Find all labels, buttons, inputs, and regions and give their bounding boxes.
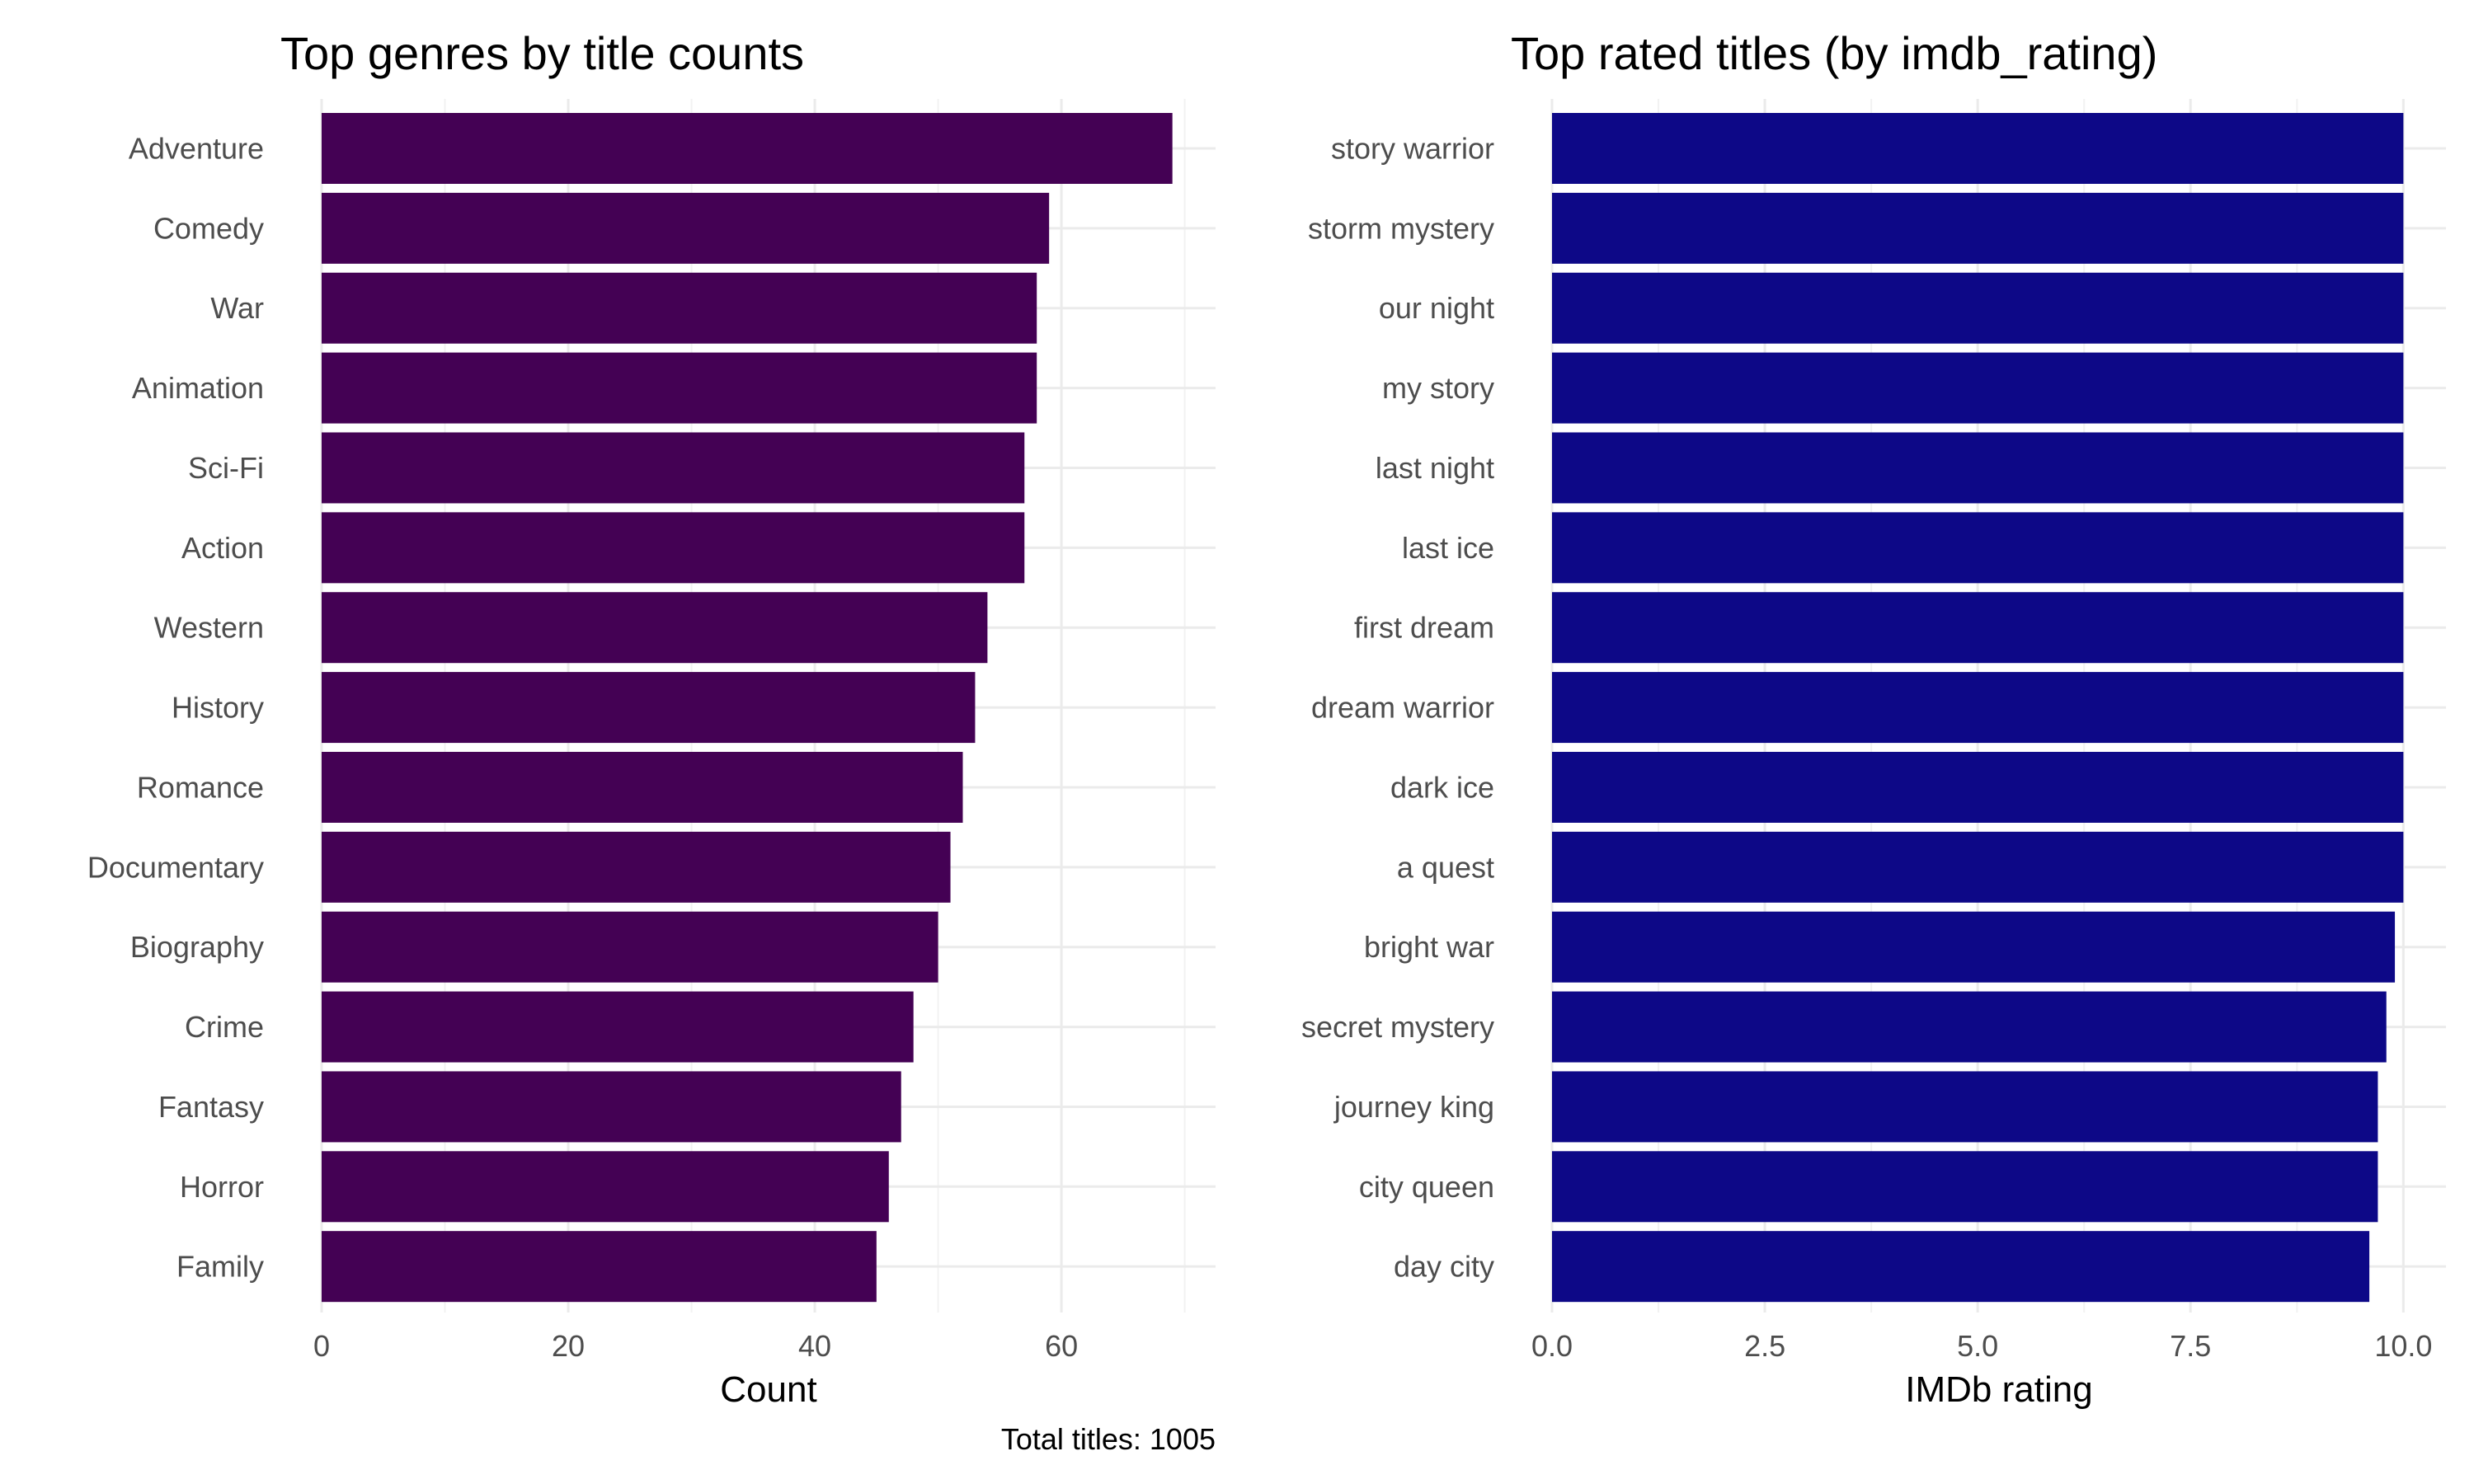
bar[interactable] xyxy=(1552,672,2404,744)
x-tick-label: 10.0 xyxy=(2374,1329,2432,1363)
bar[interactable] xyxy=(322,512,1025,584)
bar[interactable] xyxy=(1552,592,2404,664)
category-label: Sci-Fi xyxy=(188,451,264,485)
bar[interactable] xyxy=(322,1071,901,1143)
x-tick-label: 0 xyxy=(313,1329,330,1363)
x-tick-label: 7.5 xyxy=(2170,1329,2211,1363)
x-tick-label: 5.0 xyxy=(1957,1329,1998,1363)
category-label: last ice xyxy=(1402,531,1494,565)
bar[interactable] xyxy=(322,831,951,903)
category-label: dark ice xyxy=(1390,770,1494,804)
bar[interactable] xyxy=(322,672,976,744)
category-label: Western xyxy=(154,611,264,645)
x-tick-label: 60 xyxy=(1045,1329,1078,1363)
category-label: History xyxy=(172,691,264,725)
category-label: day city xyxy=(1394,1250,1494,1284)
category-label: bright war xyxy=(1364,930,1494,964)
category-label: Action xyxy=(181,531,264,565)
category-label: Comedy xyxy=(153,211,264,245)
bar[interactable] xyxy=(322,432,1025,504)
category-label: last night xyxy=(1376,451,1494,485)
bar[interactable] xyxy=(1552,113,2404,184)
bar[interactable] xyxy=(322,1151,889,1223)
bar[interactable] xyxy=(1552,1231,2370,1303)
bar[interactable] xyxy=(1552,1071,2378,1143)
bar[interactable] xyxy=(322,352,1037,424)
bar[interactable] xyxy=(322,192,1050,264)
bar[interactable] xyxy=(322,751,963,823)
bar[interactable] xyxy=(1552,831,2404,903)
chart-panel-genres: Adventure Comedy War Animation Sci-Fi Action W… xyxy=(87,27,1216,1456)
bar[interactable] xyxy=(322,991,914,1063)
category-label: Crime xyxy=(185,1010,264,1044)
bar[interactable] xyxy=(322,1231,877,1303)
category-label: dream warrior xyxy=(1311,691,1494,725)
bar[interactable] xyxy=(1552,911,2396,983)
category-label: my story xyxy=(1382,371,1494,405)
chart-panel-ratings: story warrior storm mystery our night my st… xyxy=(1301,27,2446,1410)
category-label: storm mystery xyxy=(1308,211,1494,245)
bar[interactable] xyxy=(1552,512,2404,584)
category-label: journey king xyxy=(1333,1090,1494,1124)
category-label: secret mystery xyxy=(1301,1010,1494,1044)
category-label: Romance xyxy=(137,770,264,804)
category-label: Adventure xyxy=(129,132,264,166)
category-label: first dream xyxy=(1354,611,1494,645)
bar[interactable] xyxy=(322,113,1173,184)
category-label: Biography xyxy=(130,930,264,964)
category-label: Documentary xyxy=(87,850,264,884)
chart-title: Top rated titles (by imdb_rating) xyxy=(1511,27,2157,79)
category-label: our night xyxy=(1379,291,1494,325)
bar[interactable] xyxy=(322,272,1037,344)
category-label: War xyxy=(210,291,264,325)
category-label: Animation xyxy=(132,371,264,405)
x-axis-title: IMDb rating xyxy=(1905,1369,2092,1410)
chart-title: Top genres by title counts xyxy=(280,27,804,79)
category-label: a quest xyxy=(1397,850,1494,884)
chart-caption: Total titles: 1005 xyxy=(1001,1422,1216,1456)
bar[interactable] xyxy=(322,911,938,983)
x-tick-label: 0.0 xyxy=(1531,1329,1573,1363)
bar[interactable] xyxy=(1552,751,2404,823)
bar[interactable] xyxy=(1552,991,2387,1063)
category-label: Horror xyxy=(180,1170,264,1204)
x-tick-label: 2.5 xyxy=(1744,1329,1785,1363)
x-tick-label: 20 xyxy=(552,1329,585,1363)
bar[interactable] xyxy=(1552,192,2404,264)
category-label: story warrior xyxy=(1331,132,1494,166)
category-label: Fantasy xyxy=(158,1090,264,1124)
x-axis-title: Count xyxy=(720,1369,816,1410)
bar[interactable] xyxy=(1552,1151,2378,1223)
bar[interactable] xyxy=(1552,432,2404,504)
category-label: city queen xyxy=(1359,1170,1494,1204)
bar[interactable] xyxy=(322,592,988,664)
x-tick-label: 40 xyxy=(798,1329,831,1363)
category-label: Family xyxy=(176,1250,264,1284)
bar[interactable] xyxy=(1552,272,2404,344)
bar[interactable] xyxy=(1552,352,2404,424)
